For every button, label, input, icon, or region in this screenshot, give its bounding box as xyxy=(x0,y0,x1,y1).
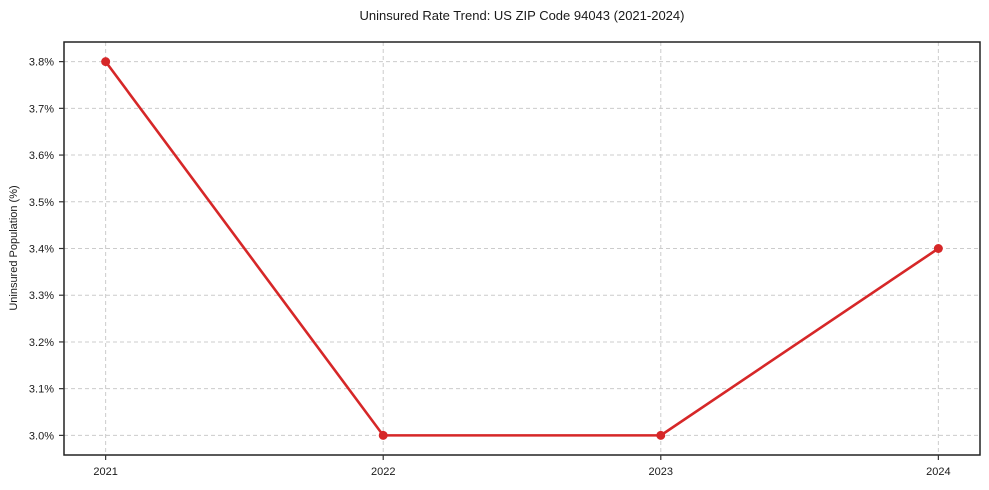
data-point xyxy=(933,244,943,253)
x-tick-label: 2022 xyxy=(371,466,395,478)
x-tick-label: 2024 xyxy=(926,466,950,478)
data-point xyxy=(378,430,388,440)
y-tick-label: 3.4% xyxy=(29,244,54,256)
data-point xyxy=(101,57,111,67)
y-tick-label: 3.5% xyxy=(29,197,54,209)
y-tick-label: 3.1% xyxy=(29,384,54,396)
y-tick-label: 3.0% xyxy=(29,430,54,442)
data-point xyxy=(656,430,666,440)
y-tick-label: 3.6% xyxy=(29,150,54,162)
chart-title: Uninsured Rate Trend: US ZIP Code 94043 … xyxy=(359,8,685,23)
y-tick-label: 3.2% xyxy=(29,337,54,349)
x-tick-label: 2021 xyxy=(93,466,117,478)
y-tick-label: 3.3% xyxy=(29,290,54,302)
x-tick-label: 2023 xyxy=(649,466,673,478)
y-tick-label: 3.8% xyxy=(29,57,54,69)
y-tick-label: 3.7% xyxy=(29,103,54,115)
uninsured-rate-line xyxy=(104,60,940,437)
